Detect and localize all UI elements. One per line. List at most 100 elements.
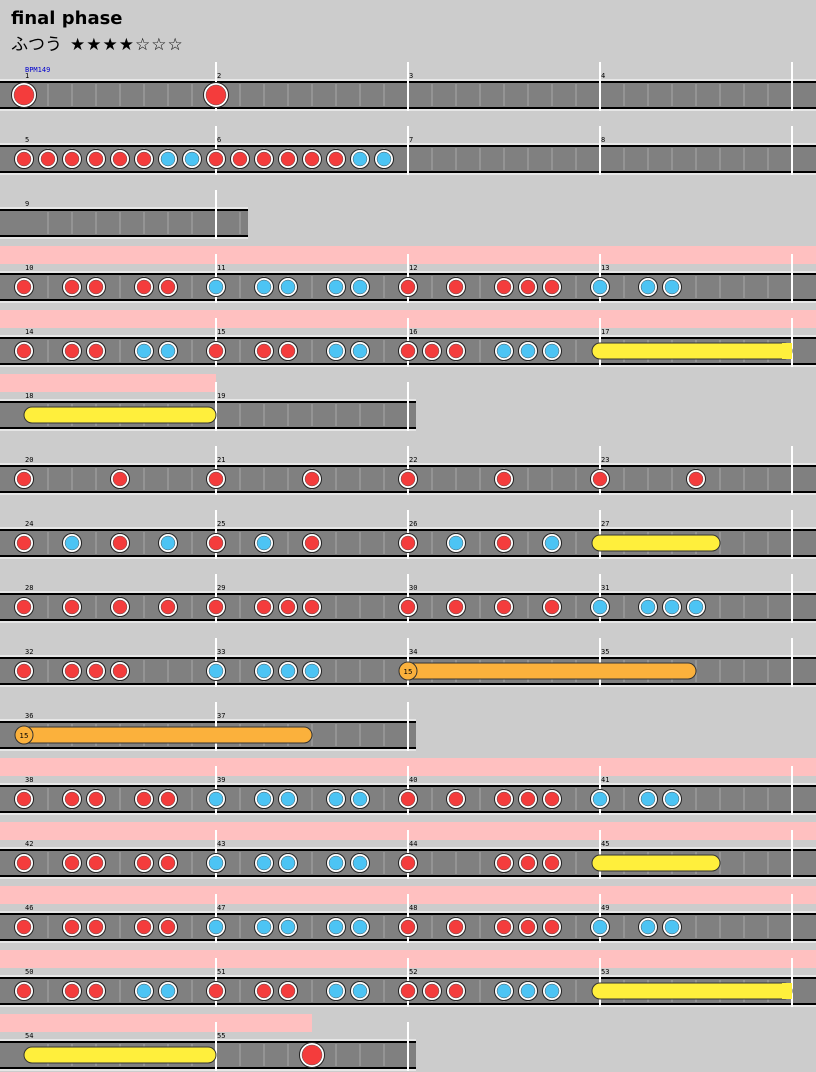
note-face (304, 151, 320, 167)
measure-number: 33 (217, 648, 225, 656)
note-face (592, 791, 608, 807)
note-face (208, 599, 224, 615)
measure-number: 19 (217, 392, 225, 400)
chart-row: 32 33 34 35 15 (0, 638, 816, 687)
note-face (664, 791, 680, 807)
note-face (208, 151, 224, 167)
note-face (280, 919, 296, 935)
balloon-head (14, 725, 34, 745)
measure-number: 40 (409, 776, 417, 784)
measure-number: 28 (25, 584, 33, 592)
gogo-band (0, 374, 216, 392)
drumroll-note (591, 982, 793, 1000)
note-face (16, 471, 32, 487)
note-face (280, 983, 296, 999)
note-face (520, 791, 536, 807)
note-face (640, 791, 656, 807)
chart-row: 10 11 12 13 (0, 246, 816, 303)
note-face (64, 791, 80, 807)
chart-row: 42 43 44 45 (0, 822, 816, 879)
note-face (352, 855, 368, 871)
note-face (520, 983, 536, 999)
note-face (256, 599, 272, 615)
note-face (88, 791, 104, 807)
measure-number: 17 (601, 328, 609, 336)
note-face (448, 599, 464, 615)
note-face (280, 855, 296, 871)
measure-number: 4 (601, 72, 605, 80)
note-face (592, 919, 608, 935)
note-face (640, 919, 656, 935)
measure-number: 44 (409, 840, 417, 848)
note-face (208, 279, 224, 295)
note-face (16, 343, 32, 359)
note-face (256, 279, 272, 295)
note-face (280, 343, 296, 359)
note-face (352, 343, 368, 359)
note-face (112, 663, 128, 679)
note-face (205, 84, 227, 106)
drumroll-note (23, 1046, 217, 1064)
note-face (520, 343, 536, 359)
note-face (88, 279, 104, 295)
note-face (328, 343, 344, 359)
note-face (301, 1044, 323, 1066)
chart-row: 28 29 30 31 (0, 574, 816, 623)
note-face (352, 279, 368, 295)
measure-number: 46 (25, 904, 33, 912)
note-face (64, 663, 80, 679)
drumroll-extension (782, 343, 792, 359)
difficulty-stars: ★★★★☆☆☆ (70, 35, 184, 55)
note-face (544, 791, 560, 807)
note-face (664, 919, 680, 935)
note-face (520, 279, 536, 295)
measure-number: 35 (601, 648, 609, 656)
gogo-band (0, 1014, 312, 1032)
measure-number: 29 (217, 584, 225, 592)
measure-number: 24 (25, 520, 33, 528)
note-face (16, 983, 32, 999)
measure-number: 52 (409, 968, 417, 976)
note-face (16, 663, 32, 679)
chart-row: 50 51 52 53 (0, 950, 816, 1007)
note-face (688, 599, 704, 615)
measure-number: 39 (217, 776, 225, 784)
note-face (280, 663, 296, 679)
measure-number: 15 (217, 328, 225, 336)
chart-row: 54 55 (0, 1014, 416, 1071)
balloon-note (15, 726, 313, 744)
note-face (280, 599, 296, 615)
note-face (496, 791, 512, 807)
measure-number: 18 (25, 392, 33, 400)
measure-number: 42 (25, 840, 33, 848)
note-face (664, 599, 680, 615)
note-face (304, 471, 320, 487)
note-face (496, 535, 512, 551)
note-face (160, 919, 176, 935)
measure-number: 5 (25, 136, 29, 144)
measure-number: 22 (409, 456, 417, 464)
note-face (544, 279, 560, 295)
note-face (64, 279, 80, 295)
measure-number: 45 (601, 840, 609, 848)
chart-row: 9 (0, 190, 248, 239)
note-face (208, 983, 224, 999)
measure-number: 20 (25, 456, 33, 464)
measure-number: 51 (217, 968, 225, 976)
note-face (64, 151, 80, 167)
measure-number: 47 (217, 904, 225, 912)
note-face (304, 535, 320, 551)
note-face (88, 663, 104, 679)
note-face (304, 663, 320, 679)
note-face (16, 599, 32, 615)
note-face (328, 279, 344, 295)
drumroll-note (591, 342, 793, 360)
note-face (280, 791, 296, 807)
note-face (16, 535, 32, 551)
measure-number: 12 (409, 264, 417, 272)
note-face (160, 151, 176, 167)
measure-number: 27 (601, 520, 609, 528)
note-face (496, 343, 512, 359)
note-face (64, 535, 80, 551)
